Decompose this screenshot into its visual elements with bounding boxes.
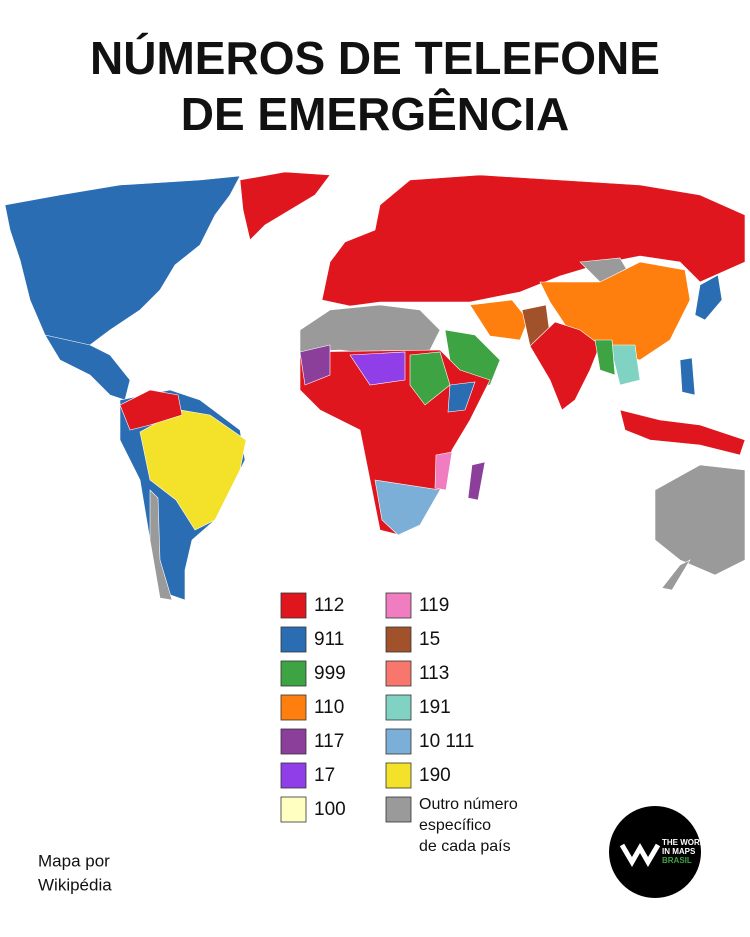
legend-label: 191: [419, 697, 451, 718]
madagascar: [467, 461, 486, 501]
eurasia: [321, 174, 746, 307]
legend-swatch: [280, 660, 307, 687]
legend-swatch: [385, 626, 412, 653]
legend-label: 110: [314, 697, 344, 718]
legend-swatch: [385, 660, 412, 687]
title-line: NÚMEROS DE TELEFONE: [90, 32, 660, 84]
logo-mark: [619, 842, 661, 867]
australia: [654, 464, 746, 576]
greenland: [239, 171, 331, 241]
new-zealand: [661, 559, 691, 591]
logo: THE WORLD IN MAPS BRASIL: [609, 806, 711, 898]
legend-swatch: [385, 728, 412, 755]
legend-label: 10 111: [419, 731, 474, 752]
india: [529, 321, 601, 411]
north-america: [4, 175, 241, 353]
logo-text: IN MAPS: [662, 847, 696, 856]
title-line: DE EMERGÊNCIA: [181, 88, 569, 140]
legend-label: 113: [419, 663, 449, 684]
legend-label: 15: [419, 629, 440, 650]
legend-swatch: [280, 592, 307, 619]
brazil: [139, 409, 247, 531]
west-africa: [299, 344, 331, 386]
logo-text: BRASIL: [662, 856, 692, 865]
legend-swatch: [280, 694, 307, 721]
credit: Wikipédia: [38, 875, 112, 894]
iran: [469, 299, 529, 341]
legend-label: Outro número: [419, 796, 518, 813]
legend-swatch: [280, 728, 307, 755]
legend-label: 119: [419, 595, 449, 616]
logo-text: THE WORLD: [662, 838, 711, 847]
legend-label: 190: [419, 765, 451, 786]
philippines: [679, 357, 696, 396]
legend-label: 117: [314, 731, 344, 752]
legend-label: 17: [314, 765, 335, 786]
legend-swatch: [385, 592, 412, 619]
legend: 112 911 999 110 117 17 100 119 15 113 191 10 111 190…: [280, 592, 518, 855]
central-africa: [349, 351, 406, 386]
southern-africa: [374, 479, 441, 536]
colombia-venezuela: [119, 389, 183, 431]
legend-label: específico: [419, 817, 491, 834]
legend-label: 999: [314, 663, 346, 684]
legend-swatch: [385, 694, 412, 721]
japan: [694, 274, 723, 321]
southeast-asia: [609, 344, 641, 386]
myanmar: [594, 339, 616, 376]
legend-swatch: [280, 626, 307, 653]
world-map: [4, 171, 746, 601]
legend-label: de cada país: [419, 838, 511, 855]
legend-swatch: [385, 796, 412, 823]
mozambique: [434, 451, 453, 491]
legend-swatch: [280, 796, 307, 823]
somalia: [447, 381, 476, 413]
legend-swatch: [280, 762, 307, 789]
east-africa: [409, 351, 451, 406]
legend-label: 100: [314, 799, 346, 820]
legend-label: 911: [314, 629, 344, 650]
chile: [149, 489, 173, 601]
legend-swatch: [385, 762, 412, 789]
legend-label: 112: [314, 595, 344, 616]
credit: Mapa por: [38, 851, 110, 870]
indonesia: [619, 409, 746, 456]
